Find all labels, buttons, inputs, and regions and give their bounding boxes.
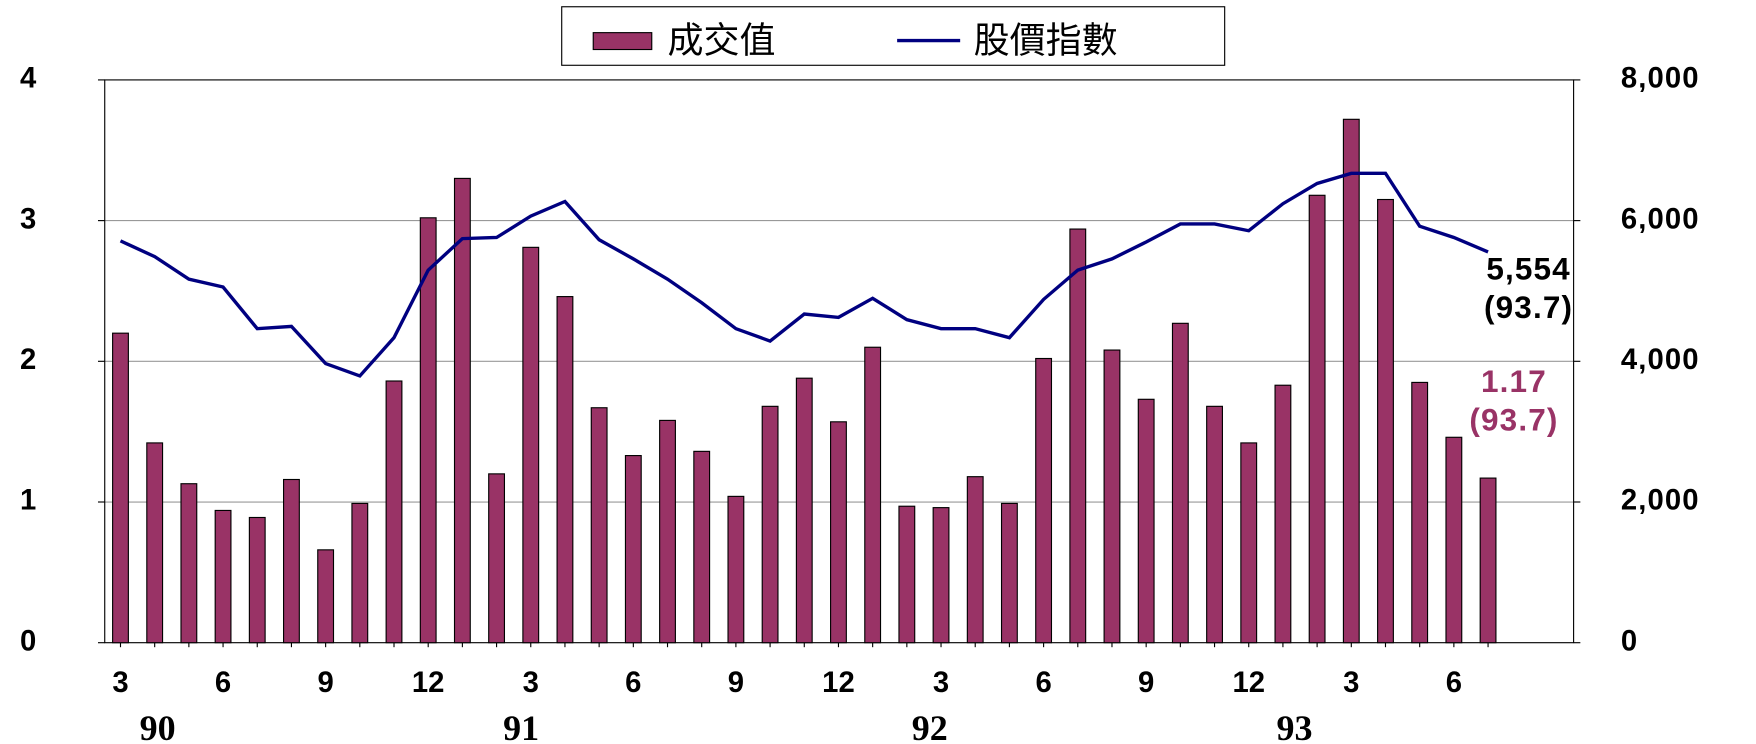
bar xyxy=(556,296,574,644)
annotation: (93.7) xyxy=(1469,401,1558,437)
x-tick-label: 3 xyxy=(523,667,539,699)
bar xyxy=(898,505,916,644)
y2-tick-label: 8,000 xyxy=(1621,63,1700,95)
legend-box xyxy=(561,6,1226,66)
bar xyxy=(317,549,335,644)
bar xyxy=(1035,357,1053,644)
y2-tick-label: 2,000 xyxy=(1621,485,1700,517)
bar xyxy=(966,476,984,644)
bar xyxy=(146,442,164,644)
x-tick-label: 9 xyxy=(728,667,744,699)
x-tick-label: 12 xyxy=(822,667,855,699)
bar xyxy=(112,332,129,644)
bar xyxy=(1308,194,1326,644)
x-tick-label: 3 xyxy=(933,667,949,699)
bar xyxy=(1069,228,1087,644)
year-label: 90 xyxy=(140,708,176,744)
y-tick-label: 4 xyxy=(20,63,37,95)
x-tick-label: 3 xyxy=(112,667,128,699)
bar xyxy=(180,483,198,644)
x-tick-label: 12 xyxy=(412,667,445,699)
y2-tick-label: 4,000 xyxy=(1621,344,1700,376)
bar xyxy=(590,407,608,644)
bar xyxy=(1137,398,1155,644)
bar xyxy=(761,405,779,644)
bar xyxy=(693,450,711,644)
bar xyxy=(351,502,369,644)
annotation: 5,554 xyxy=(1486,251,1570,287)
x-tick-label: 9 xyxy=(1138,667,1154,699)
y-tick-label: 2 xyxy=(20,344,36,376)
bar xyxy=(727,495,745,644)
legend-swatch xyxy=(592,32,653,51)
x-tick-label: 6 xyxy=(1035,667,1051,699)
y-tick-label: 3 xyxy=(20,203,36,235)
x-tick-label: 12 xyxy=(1232,667,1265,699)
bar xyxy=(453,177,471,644)
x-tick-label: 6 xyxy=(215,667,231,699)
annotation: (93.7) xyxy=(1484,289,1573,325)
bar xyxy=(385,380,403,644)
bar xyxy=(1342,118,1360,644)
x-tick-label: 6 xyxy=(625,667,641,699)
legend-label: 成交值 xyxy=(668,19,776,60)
x-tick-label: 9 xyxy=(317,667,333,699)
line xyxy=(119,171,1489,378)
bar xyxy=(248,516,266,644)
bar xyxy=(830,421,847,644)
bar xyxy=(488,473,506,644)
bar xyxy=(522,246,540,644)
bar xyxy=(624,455,642,644)
y-tick-label: 1 xyxy=(20,485,36,517)
bar xyxy=(1479,477,1497,644)
bar xyxy=(1000,502,1018,644)
x-tick-label: 3 xyxy=(1343,667,1359,699)
bar xyxy=(1171,322,1189,644)
bar xyxy=(795,377,813,644)
y2-tick-label: 6,000 xyxy=(1621,203,1700,235)
x-tick-label: 6 xyxy=(1446,667,1462,699)
bar xyxy=(214,509,232,644)
bar xyxy=(864,346,882,644)
year-label: 93 xyxy=(1276,708,1312,744)
bar xyxy=(1103,349,1121,644)
bar xyxy=(1377,198,1394,644)
year-label: 92 xyxy=(912,708,948,744)
bar xyxy=(1206,405,1223,644)
bar xyxy=(1411,381,1429,644)
legend-label: 股價指數 xyxy=(974,19,1118,60)
bar xyxy=(1274,384,1292,644)
bar xyxy=(1240,442,1258,644)
bar xyxy=(282,478,300,644)
bar xyxy=(1445,436,1463,644)
bar xyxy=(659,419,676,644)
y2-tick-label: 0 xyxy=(1621,625,1638,657)
year-label: 91 xyxy=(503,708,539,744)
bar xyxy=(932,507,950,644)
annotation: 1.17 xyxy=(1481,363,1547,399)
y-tick-label: 0 xyxy=(20,625,36,657)
